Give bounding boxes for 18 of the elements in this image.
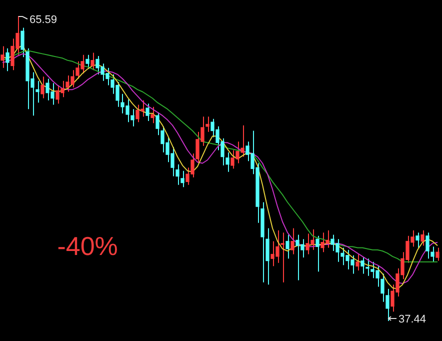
annotation: 65.59 (30, 14, 58, 26)
annotation: 37.44 (398, 314, 426, 326)
candlestick (86, 54, 90, 70)
candlestick (356, 254, 360, 272)
candlestick (280, 232, 284, 283)
candlestick (316, 235, 320, 272)
candlestick (416, 232, 420, 248)
candlestick (286, 234, 290, 260)
candlestick (150, 106, 154, 124)
candlestick (420, 230, 424, 246)
candlestick (90, 52, 94, 71)
candlestick (6, 48, 10, 72)
candlestick (436, 247, 440, 262)
candlestick (290, 228, 294, 255)
candlestick (40, 76, 44, 99)
annotation: -40% (57, 230, 118, 261)
candlestick (0, 46, 4, 68)
candlestick (146, 103, 150, 122)
